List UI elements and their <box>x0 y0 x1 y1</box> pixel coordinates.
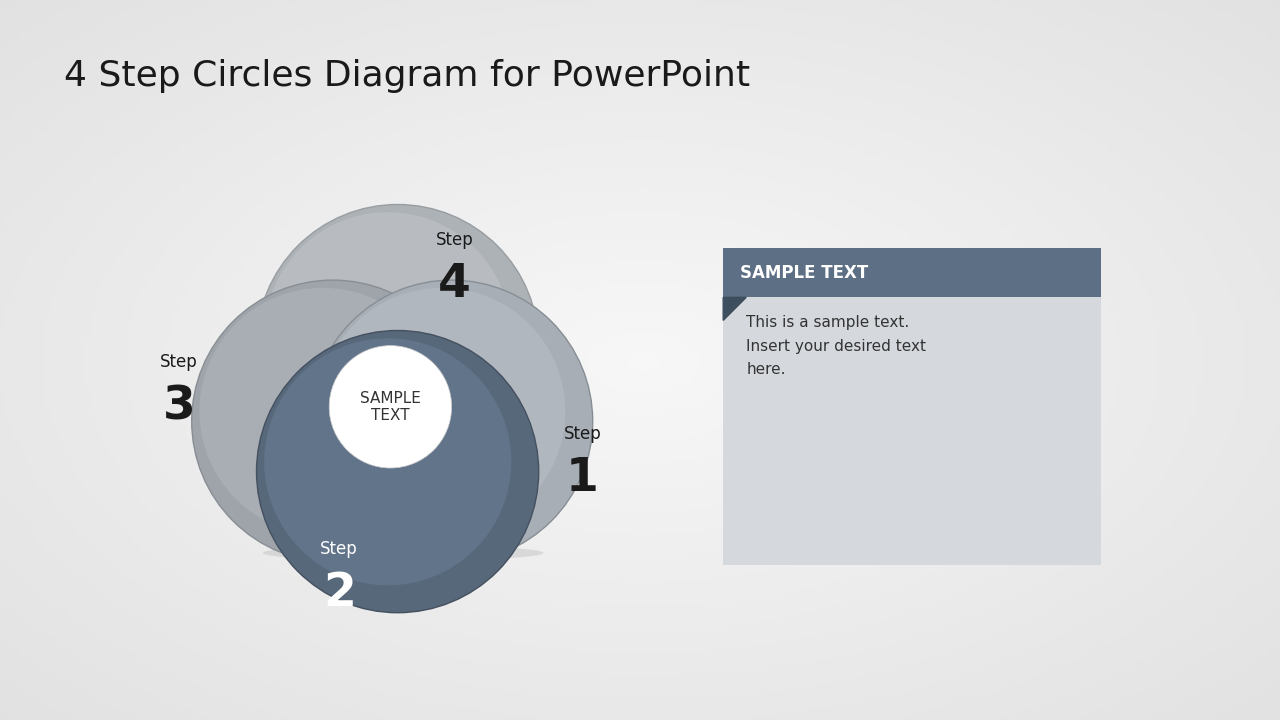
Ellipse shape <box>262 545 544 561</box>
Ellipse shape <box>264 338 511 585</box>
Polygon shape <box>723 297 746 320</box>
Text: SAMPLE
TEXT: SAMPLE TEXT <box>360 390 421 423</box>
FancyBboxPatch shape <box>723 297 1101 565</box>
Ellipse shape <box>191 279 475 563</box>
Text: 4: 4 <box>438 262 471 307</box>
Ellipse shape <box>257 205 538 486</box>
Text: 4 Step Circles Diagram for PowerPoint: 4 Step Circles Diagram for PowerPoint <box>64 58 750 93</box>
Text: This is a sample text.
Insert your desired text
here.: This is a sample text. Insert your desir… <box>746 315 927 377</box>
Ellipse shape <box>200 288 447 535</box>
Ellipse shape <box>311 281 591 562</box>
Ellipse shape <box>264 212 511 459</box>
Text: Step: Step <box>160 354 198 372</box>
Text: Step: Step <box>563 425 602 443</box>
Text: 1: 1 <box>566 456 599 501</box>
Ellipse shape <box>257 331 538 612</box>
Ellipse shape <box>256 204 539 487</box>
Ellipse shape <box>329 346 452 468</box>
Text: 2: 2 <box>323 572 356 616</box>
Text: SAMPLE TEXT: SAMPLE TEXT <box>740 264 868 282</box>
Text: 3: 3 <box>163 384 196 429</box>
Ellipse shape <box>192 281 474 562</box>
Ellipse shape <box>319 288 566 535</box>
Ellipse shape <box>256 330 539 613</box>
Text: Step: Step <box>435 230 474 248</box>
Text: Step: Step <box>320 540 358 559</box>
FancyBboxPatch shape <box>723 248 1101 297</box>
Ellipse shape <box>310 279 594 563</box>
